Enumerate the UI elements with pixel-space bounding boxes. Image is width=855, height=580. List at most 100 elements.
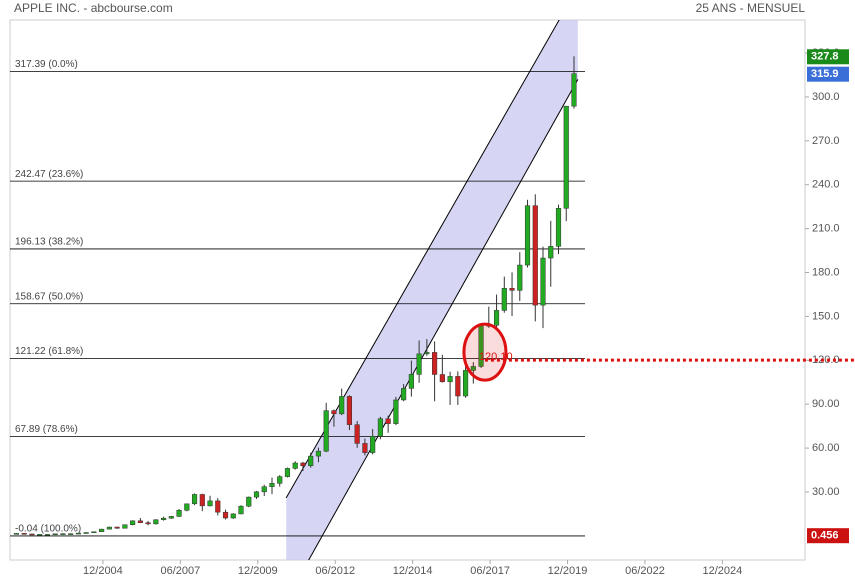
- candle-body: [517, 264, 523, 291]
- price-label: 327.8: [811, 51, 839, 63]
- chart-title: APPLE INC. - abcbourse.com: [14, 1, 173, 15]
- price-label: 315.9: [811, 68, 839, 80]
- candle-body: [222, 511, 229, 519]
- candle-body: [401, 388, 407, 401]
- candle-body: [168, 516, 174, 519]
- candle-body: [501, 288, 507, 311]
- y-tick-label: 210.0: [812, 223, 840, 235]
- fib-label: 158.67 (50.0%): [15, 291, 83, 302]
- x-tick-label: 12/2004: [83, 565, 123, 577]
- x-tick-label: 12/2014: [393, 565, 433, 577]
- candle-body: [161, 517, 167, 521]
- candle-body: [370, 435, 376, 453]
- x-tick-label: 06/2022: [625, 565, 665, 577]
- candle-body: [207, 500, 213, 507]
- candle-body: [377, 418, 383, 437]
- candle-body: [432, 352, 438, 375]
- candle-body: [246, 496, 252, 507]
- candle-body: [176, 510, 182, 517]
- candle-body: [315, 450, 322, 457]
- candle-body: [253, 491, 260, 498]
- candle-body: [75, 532, 81, 535]
- x-tick-label: 12/2024: [703, 565, 743, 577]
- candle-body: [145, 522, 151, 525]
- candle-body: [184, 503, 190, 511]
- x-tick-label: 12/2019: [548, 565, 588, 577]
- candle-body: [29, 533, 35, 536]
- y-tick-label: 300.0: [812, 91, 840, 103]
- candle-body: [571, 73, 577, 107]
- fib-label: 121.22 (61.8%): [15, 346, 83, 357]
- x-tick-label: 06/2012: [315, 565, 355, 577]
- candle-body: [362, 443, 368, 453]
- marker-circle: [462, 322, 508, 382]
- fib-label: -0.04 (100.0%): [15, 524, 81, 535]
- candle-body: [509, 288, 515, 291]
- candle-body: [308, 455, 314, 467]
- channel-lower: [308, 79, 579, 560]
- candle-body: [277, 476, 283, 484]
- candle-body: [292, 462, 298, 469]
- candle-body: [269, 483, 275, 487]
- candle-body: [199, 494, 205, 507]
- fib-label: 317.39 (0.0%): [15, 59, 78, 70]
- candle-body: [114, 526, 120, 529]
- price-label-box: [807, 49, 849, 65]
- y-tick-label: 150.0: [812, 310, 840, 322]
- candle-body: [524, 205, 531, 266]
- fib-label: 242.47 (23.6%): [15, 169, 83, 180]
- candle-body: [230, 513, 236, 519]
- candle-body: [455, 376, 461, 397]
- candle-body: [215, 500, 221, 513]
- candle-body: [83, 532, 89, 534]
- candle-body: [106, 526, 112, 530]
- candle-body: [424, 352, 430, 355]
- candle-body: [563, 105, 569, 209]
- candle-body: [13, 533, 20, 535]
- chart-subtitle: 25 ANS - MENSUEL: [696, 1, 806, 15]
- candle-body: [548, 246, 554, 259]
- candle-body: [408, 374, 414, 389]
- y-tick-label: 270.0: [812, 135, 840, 147]
- y-tick-label: 120.0: [812, 354, 840, 366]
- candle-body: [493, 310, 500, 326]
- candle-body: [555, 208, 562, 247]
- plot-frame: [9, 19, 806, 561]
- candle-body: [99, 528, 105, 533]
- candle-body: [60, 533, 66, 535]
- candle-body: [540, 257, 546, 306]
- candle-body: [385, 418, 391, 424]
- candle-body: [21, 533, 27, 535]
- y-tick-label: 90.00: [812, 398, 840, 410]
- x-tick-label: 12/2009: [238, 565, 278, 577]
- candle-body: [300, 462, 306, 467]
- candle-body: [238, 505, 244, 515]
- candle-body: [447, 376, 453, 383]
- candle-body: [91, 531, 97, 534]
- candle-body: [191, 494, 198, 505]
- price-label: 0.456: [811, 530, 839, 542]
- candle-body: [323, 410, 329, 452]
- candle-body: [354, 424, 360, 444]
- candle-body: [52, 533, 58, 536]
- candle-body: [346, 396, 352, 425]
- candle-body: [532, 205, 538, 306]
- fib-label: 196.13 (38.2%): [15, 237, 83, 248]
- candle-body: [393, 399, 399, 424]
- y-tick-label: 240.0: [812, 179, 840, 191]
- fib-label: 67.89 (78.6%): [15, 424, 78, 435]
- candle-body: [137, 520, 143, 523]
- candle-body: [439, 374, 445, 383]
- x-tick-label: 06/2007: [160, 565, 200, 577]
- candle-body: [68, 533, 74, 535]
- candle-body: [44, 534, 51, 536]
- candle-body: [470, 366, 476, 371]
- x-tick-label: 06/2017: [470, 565, 510, 577]
- candle-body: [122, 524, 128, 529]
- candle-body: [416, 353, 422, 375]
- candle-body: [153, 519, 159, 525]
- y-tick-label: 180.0: [812, 266, 840, 278]
- candle-body: [284, 468, 291, 477]
- price-label-box: [807, 66, 849, 82]
